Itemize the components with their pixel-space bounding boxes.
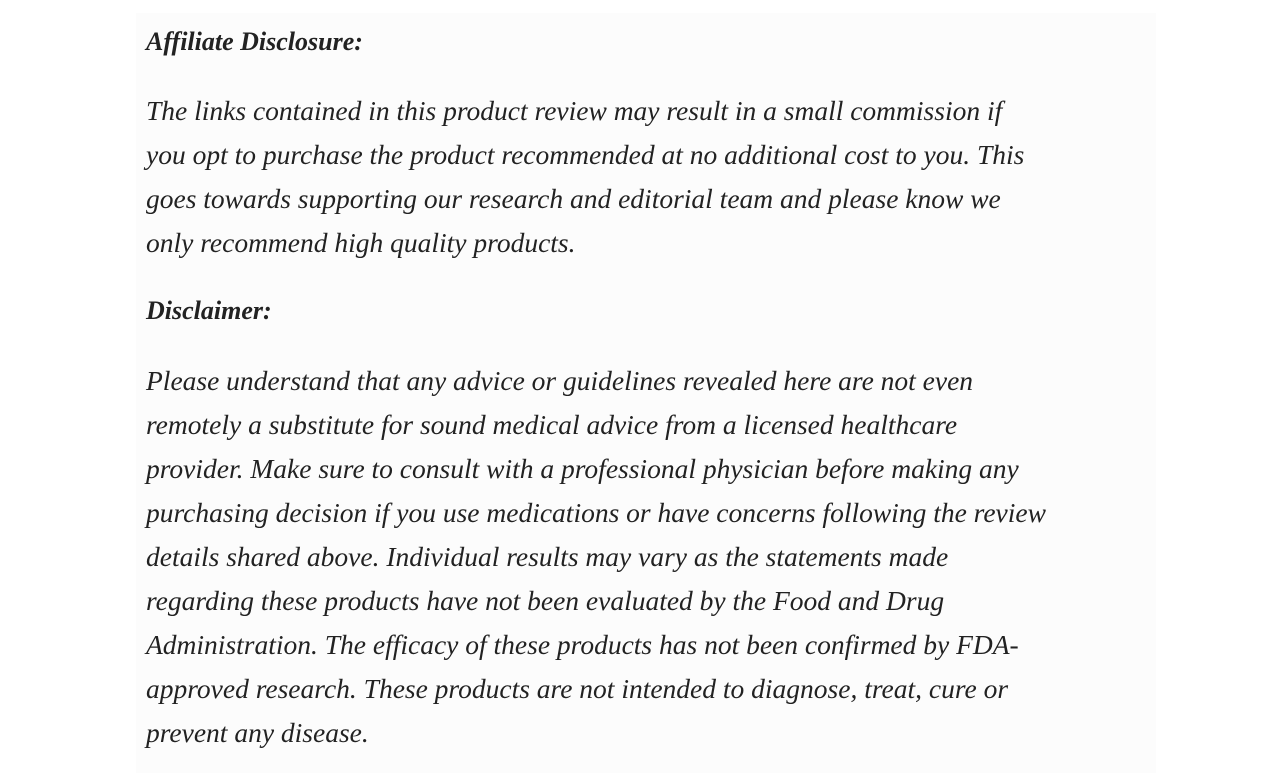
text-line: Please understand that any advice or gui… (146, 365, 974, 396)
text-line: purchasing decision if you use medicatio… (146, 497, 1046, 528)
text-line: details shared above. Individual results… (146, 541, 949, 572)
text-line: approved research. These products are no… (146, 673, 1009, 704)
disclaimer-heading: Disclaimer: (146, 296, 272, 325)
text-line: you opt to purchase the product recommen… (146, 139, 1025, 170)
affiliate-disclosure-heading: Affiliate Disclosure: (146, 27, 363, 56)
text-line: goes towards supporting our research and… (146, 183, 1001, 214)
text-line: only recommend high quality products. (146, 227, 576, 258)
text-line: prevent any disease. (146, 717, 369, 748)
disclaimer-text: Please understand that any advice or gui… (146, 359, 1046, 755)
affiliate-disclosure-text: The links contained in this product revi… (146, 89, 1024, 265)
disclosure-panel (136, 13, 1156, 773)
text-line: The links contained in this product revi… (146, 95, 1003, 126)
text-line: remotely a substitute for sound medical … (146, 409, 958, 440)
text-line: provider. Make sure to consult with a pr… (146, 453, 1019, 484)
text-line: Administration. The efficacy of these pr… (146, 629, 1019, 660)
text-line: regarding these products have not been e… (146, 585, 945, 616)
